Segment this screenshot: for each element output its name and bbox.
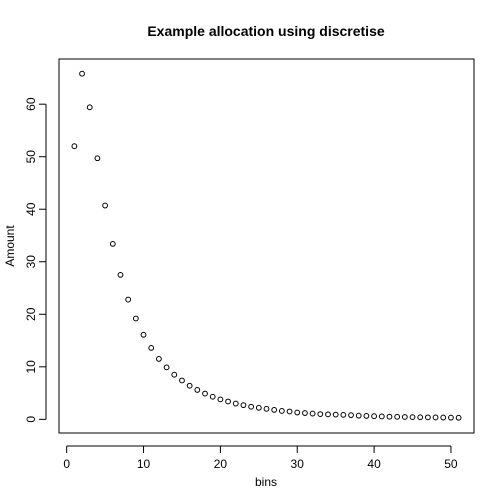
- data-point-34: [326, 412, 331, 417]
- y-tick-label-0: 0: [24, 416, 38, 423]
- data-point-6: [110, 241, 115, 246]
- data-point-39: [364, 414, 369, 419]
- data-point-20: [218, 397, 223, 402]
- data-point-2: [80, 71, 85, 76]
- data-point-38: [356, 413, 361, 418]
- data-point-32: [310, 411, 315, 416]
- data-point-4: [95, 156, 100, 161]
- data-point-14: [172, 372, 177, 377]
- data-point-47: [425, 415, 430, 420]
- data-point-41: [379, 414, 384, 419]
- x-tick-label-0: 0: [63, 457, 70, 471]
- x-tick-label-30: 30: [291, 457, 305, 471]
- data-point-50: [449, 415, 454, 420]
- data-points: [72, 71, 461, 420]
- data-point-45: [410, 415, 415, 420]
- data-point-19: [210, 394, 215, 399]
- y-tick-label-20: 20: [24, 307, 38, 321]
- data-point-36: [341, 412, 346, 417]
- y-tick-label-40: 40: [24, 202, 38, 216]
- data-point-17: [195, 388, 200, 393]
- data-point-12: [157, 357, 162, 362]
- x-axis-label: bins: [255, 475, 277, 489]
- y-axis: 0 10 20 30 40 50 60: [24, 97, 46, 423]
- data-point-37: [349, 413, 354, 418]
- data-point-10: [141, 332, 146, 337]
- data-point-9: [133, 316, 138, 321]
- y-axis-label: Amount: [3, 225, 17, 267]
- data-point-13: [164, 365, 169, 370]
- data-point-7: [118, 272, 123, 277]
- chart-title: Example allocation using discretise: [147, 23, 385, 39]
- data-point-15: [180, 378, 185, 383]
- data-point-26: [264, 406, 269, 411]
- data-point-35: [333, 412, 338, 417]
- x-axis: 0 10 20 30 40 50: [63, 446, 458, 471]
- data-point-5: [103, 203, 108, 208]
- data-point-28: [279, 409, 284, 414]
- data-point-48: [433, 415, 438, 420]
- data-point-27: [272, 407, 277, 412]
- data-point-11: [149, 346, 154, 351]
- data-point-42: [387, 414, 392, 419]
- y-tick-label-60: 60: [24, 97, 38, 111]
- x-tick-label-50: 50: [444, 457, 458, 471]
- data-point-51: [456, 415, 461, 420]
- data-point-49: [441, 415, 446, 420]
- data-point-24: [249, 404, 254, 409]
- plot-frame: [59, 59, 474, 433]
- data-point-18: [203, 391, 208, 396]
- data-point-23: [241, 403, 246, 408]
- data-point-30: [295, 410, 300, 415]
- y-tick-label-30: 30: [24, 255, 38, 269]
- data-point-29: [287, 409, 292, 414]
- data-point-33: [318, 412, 323, 417]
- data-point-44: [402, 415, 407, 420]
- data-point-1: [72, 144, 77, 149]
- y-tick-label-50: 50: [24, 150, 38, 164]
- x-tick-label-20: 20: [214, 457, 228, 471]
- data-point-3: [87, 105, 92, 110]
- x-tick-label-10: 10: [137, 457, 151, 471]
- x-tick-label-40: 40: [367, 457, 381, 471]
- data-point-40: [372, 414, 377, 419]
- data-point-43: [395, 414, 400, 419]
- data-point-46: [418, 415, 423, 420]
- data-point-22: [233, 401, 238, 406]
- data-point-25: [256, 405, 261, 410]
- y-tick-label-10: 10: [24, 360, 38, 374]
- data-point-31: [303, 411, 308, 416]
- data-point-16: [187, 383, 192, 388]
- data-point-21: [226, 399, 231, 404]
- data-point-8: [126, 297, 131, 302]
